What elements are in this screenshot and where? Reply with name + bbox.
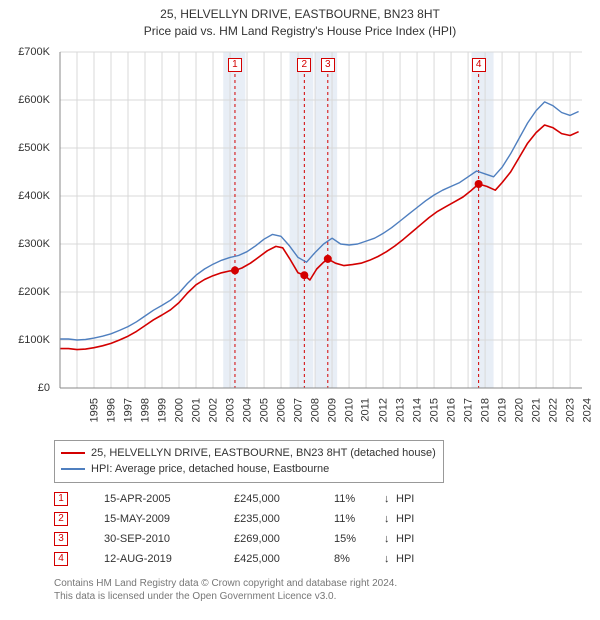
sale-marker-3: 3 [321, 58, 335, 72]
legend-label-hpi: HPI: Average price, detached house, East… [91, 461, 329, 478]
y-axis-label: £0 [38, 382, 50, 394]
sale-row-pct: 15% [334, 533, 384, 545]
footer-line-2: This data is licensed under the Open Gov… [54, 590, 590, 603]
legend-item-hpi: HPI: Average price, detached house, East… [61, 461, 437, 478]
sale-row: 4 12-AUG-2019£425,0008%↓HPI [54, 549, 590, 569]
sale-row-marker: 3 [54, 532, 68, 546]
footer-line-1: Contains HM Land Registry data © Crown c… [54, 577, 590, 590]
sale-row-marker: 1 [54, 492, 68, 506]
sale-row-hpi-tag: HPI [396, 513, 426, 525]
sale-row-pct: 11% [334, 513, 384, 525]
sales-table: 115-APR-2005£245,00011%↓HPI215-MAY-2009£… [54, 489, 590, 569]
sale-row: 1 15-APR-2005£245,00011%↓HPI [54, 489, 590, 509]
legend-swatch-price-paid [61, 452, 85, 454]
sale-row-price: £235,000 [234, 513, 334, 525]
legend-swatch-hpi [61, 468, 85, 470]
sale-row-marker: 2 [54, 512, 68, 526]
x-axis-label: 2024 [582, 398, 600, 422]
sale-row-date: 15-APR-2005 [104, 493, 234, 505]
y-axis-label: £200K [18, 286, 50, 298]
line-chart-svg [10, 44, 590, 436]
sale-row: 3 30-SEP-2010£269,00015%↓HPI [54, 529, 590, 549]
y-axis-label: £500K [18, 142, 50, 154]
legend-item-price-paid: 25, HELVELLYN DRIVE, EASTBOURNE, BN23 8H… [61, 445, 437, 462]
sale-row-pct: 8% [334, 553, 384, 565]
y-axis-label: £700K [18, 46, 50, 58]
sale-row-hpi-tag: HPI [396, 533, 426, 545]
sale-row-price: £425,000 [234, 553, 334, 565]
sale-row-marker: 4 [54, 552, 68, 566]
down-arrow-icon: ↓ [384, 553, 396, 565]
legend-label-price-paid: 25, HELVELLYN DRIVE, EASTBOURNE, BN23 8H… [91, 445, 436, 462]
sale-row-hpi-tag: HPI [396, 493, 426, 505]
sale-marker-1: 1 [228, 58, 242, 72]
y-axis-label: £100K [18, 334, 50, 346]
down-arrow-icon: ↓ [384, 533, 396, 545]
sale-row-price: £245,000 [234, 493, 334, 505]
chart-plot-area: £0£100K£200K£300K£400K£500K£600K£700K199… [10, 44, 590, 436]
sale-marker-4: 4 [472, 58, 486, 72]
sale-row-price: £269,000 [234, 533, 334, 545]
chart-container: 25, HELVELLYN DRIVE, EASTBOURNE, BN23 8H… [0, 0, 600, 620]
chart-title: 25, HELVELLYN DRIVE, EASTBOURNE, BN23 8H… [10, 6, 590, 23]
down-arrow-icon: ↓ [384, 513, 396, 525]
y-axis-label: £300K [18, 238, 50, 250]
sale-row-date: 15-MAY-2009 [104, 513, 234, 525]
sale-row: 2 15-MAY-2009£235,00011%↓HPI [54, 509, 590, 529]
chart-footer: Contains HM Land Registry data © Crown c… [54, 577, 590, 603]
sale-row-date: 30-SEP-2010 [104, 533, 234, 545]
chart-subtitle: Price paid vs. HM Land Registry's House … [10, 23, 590, 40]
chart-legend: 25, HELVELLYN DRIVE, EASTBOURNE, BN23 8H… [54, 440, 444, 483]
y-axis-label: £600K [18, 94, 50, 106]
sale-marker-2: 2 [297, 58, 311, 72]
y-axis-label: £400K [18, 190, 50, 202]
sale-row-pct: 11% [334, 493, 384, 505]
down-arrow-icon: ↓ [384, 493, 396, 505]
sale-row-date: 12-AUG-2019 [104, 553, 234, 565]
sale-row-hpi-tag: HPI [396, 553, 426, 565]
